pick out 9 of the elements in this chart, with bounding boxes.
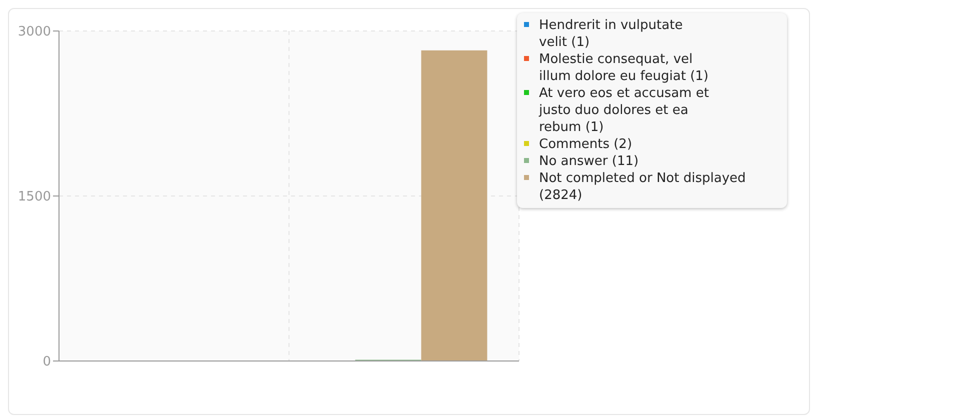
- y-tick-label: 1500: [18, 190, 51, 205]
- legend-label: At vero eos et accusam et justo duo dolores et ea rebum (1): [539, 85, 710, 136]
- legend-label: Molestie consequat, vel illum dolore eu feugiat (1): [539, 51, 710, 85]
- legend-label: Hendrerit in vulputate velit (1): [539, 17, 684, 51]
- legend-label: No answer (11): [539, 153, 639, 170]
- y-tick-label: 0: [42, 354, 51, 370]
- legend-label: Comments (2): [539, 136, 632, 153]
- y-tick-label: 3000: [18, 24, 51, 40]
- legend-label: Not completed or Not displayed (2824): [539, 170, 747, 204]
